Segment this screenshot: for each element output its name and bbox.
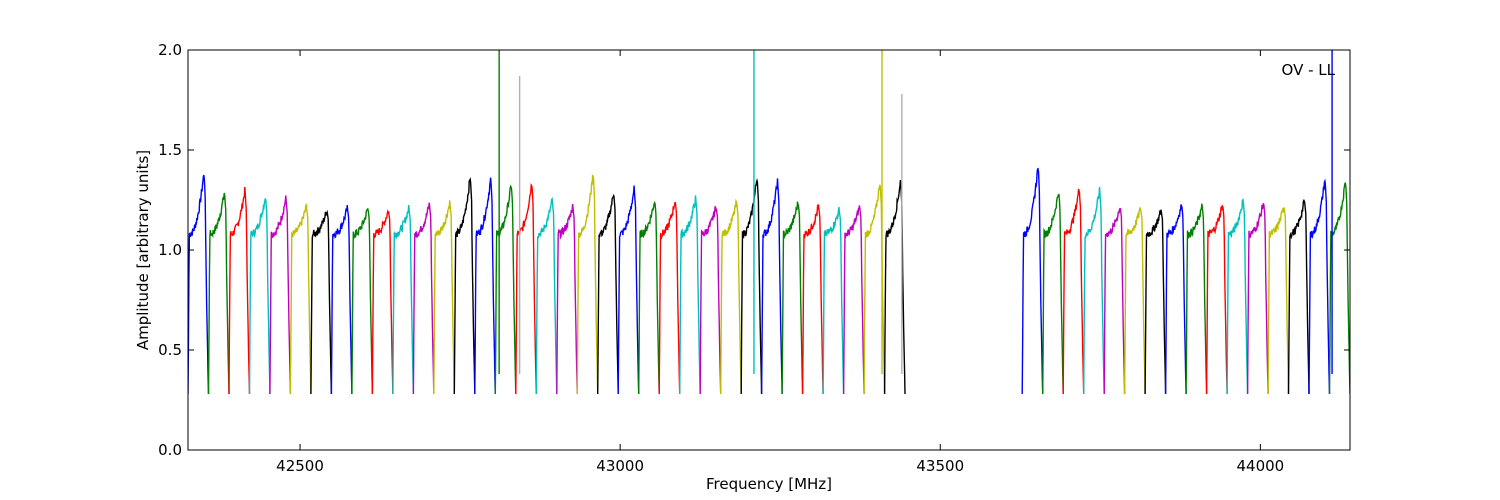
- y-tick-label: 2.0: [158, 41, 182, 59]
- channel-trace: [720, 198, 742, 395]
- channel-trace: [1144, 209, 1167, 395]
- channel-trace: [1103, 207, 1126, 395]
- channel-trace: [453, 177, 476, 395]
- y-axis-label: Amplitude [arbitrary units]: [134, 150, 152, 350]
- channel-trace: [330, 204, 353, 395]
- channel-trace: [351, 208, 374, 395]
- y-tick-label: 0.5: [158, 341, 182, 359]
- x-tick-label: 42500: [276, 457, 324, 475]
- channel-trace: [392, 204, 415, 395]
- channel-trace: [1205, 204, 1228, 395]
- annotation-label: OV - LL: [1282, 61, 1336, 79]
- channel-trace: [1123, 207, 1146, 395]
- channel-trace: [699, 205, 722, 395]
- channel-trace: [638, 200, 660, 395]
- y-tick-label: 0.0: [158, 441, 182, 459]
- channel-trace: [863, 184, 886, 395]
- tick-layer: 42500 43000 43500 44000 0.0 0.5 1.0 1.5 2.0: [158, 41, 1350, 475]
- channel-trace: [188, 174, 210, 395]
- channel-trace: [535, 196, 558, 395]
- channel-trace: [474, 177, 496, 395]
- channel-trace: [371, 209, 394, 395]
- x-axis-label: Frequency [MHz]: [706, 475, 832, 493]
- channel-trace: [1062, 188, 1085, 395]
- channel-trace: [576, 174, 599, 395]
- channel-trace: [842, 205, 865, 395]
- channel-trace: [248, 198, 271, 395]
- x-tick-label: 43000: [596, 457, 644, 475]
- channel-trace: [1021, 167, 1044, 395]
- channel-trace: [801, 204, 824, 395]
- channel-trace: [1185, 203, 1208, 395]
- channel-trace: [740, 177, 763, 395]
- channel-trace: [1267, 207, 1290, 395]
- channel-trace: [1041, 193, 1064, 395]
- series-layer: [188, 50, 1350, 395]
- channel-trace: [269, 195, 292, 395]
- channel-trace: [781, 201, 804, 395]
- channel-trace: [617, 185, 640, 395]
- channel-trace: [658, 201, 681, 395]
- y-tick-label: 1.0: [158, 241, 182, 259]
- channel-trace: [228, 186, 251, 395]
- y-tick-label: 1.5: [158, 141, 182, 159]
- channel-trace: [1082, 187, 1105, 395]
- channel-trace: [556, 204, 578, 395]
- channel-trace: [597, 193, 619, 395]
- x-tick-label: 43500: [916, 457, 964, 475]
- channel-trace: [1164, 204, 1187, 395]
- channel-trace: [679, 195, 701, 395]
- channel-trace: [822, 206, 845, 395]
- channel-trace: [1308, 178, 1331, 395]
- channel-trace: [207, 192, 230, 395]
- channel-trace: [289, 203, 312, 395]
- channel-trace: [433, 200, 455, 395]
- channel-trace: [412, 202, 435, 395]
- channel-trace: [1246, 203, 1269, 395]
- channel-trace: [1328, 181, 1350, 395]
- channel-trace: [760, 178, 783, 395]
- x-tick-label: 44000: [1237, 457, 1285, 475]
- channel-trace: [310, 209, 333, 395]
- channel-trace: [1226, 198, 1249, 395]
- channel-trace: [1287, 198, 1310, 395]
